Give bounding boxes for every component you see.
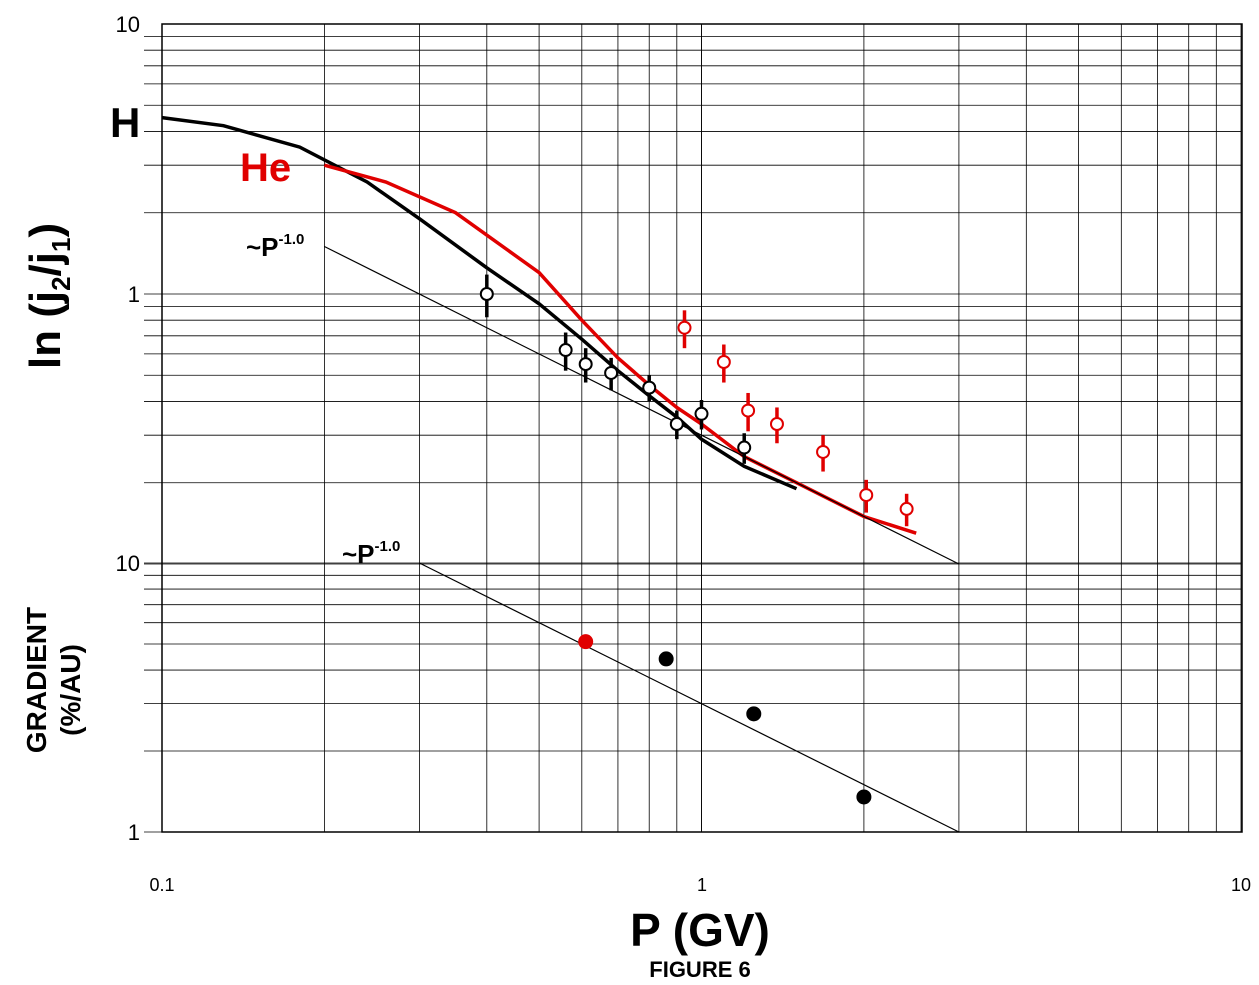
y-tick-upper-10: 10 [116, 12, 140, 37]
curve-label-he: He [240, 146, 291, 190]
data-point-he [860, 489, 872, 501]
curve-label-h: H [110, 99, 140, 146]
y-tick-lower-10: 10 [116, 551, 140, 576]
data-point-h [580, 358, 592, 370]
x-axis-title: P (GV) [630, 904, 770, 956]
data-point-he [678, 322, 690, 334]
data-point-h [605, 367, 617, 379]
data-point-h [560, 344, 572, 356]
data-point-h [696, 408, 708, 420]
gradient-point-he [579, 635, 593, 649]
data-point-he [718, 356, 730, 368]
figure-caption: FIGURE 6 [649, 957, 750, 982]
y-tick-lower-1: 1 [128, 820, 140, 845]
data-point-he [817, 446, 829, 458]
data-point-h [738, 442, 750, 454]
y-axis-title-lower-line2: (%/AU) [55, 644, 86, 736]
data-point-he [901, 503, 913, 515]
data-point-h [643, 382, 655, 394]
gradient-point-h [857, 790, 871, 804]
gradient-point-h [747, 707, 761, 721]
y-axis-title-lower-line1: GRADIENT [21, 607, 52, 753]
data-point-h [671, 418, 683, 430]
y-tick-upper-1: 1 [128, 282, 140, 307]
x-tick-1: 1 [697, 875, 707, 895]
x-tick-10: 10 [1231, 875, 1251, 895]
data-point-he [742, 405, 754, 417]
data-point-he [771, 418, 783, 430]
gradient-point-h [659, 652, 673, 666]
data-point-h [481, 288, 493, 300]
x-tick-0.1: 0.1 [149, 875, 174, 895]
